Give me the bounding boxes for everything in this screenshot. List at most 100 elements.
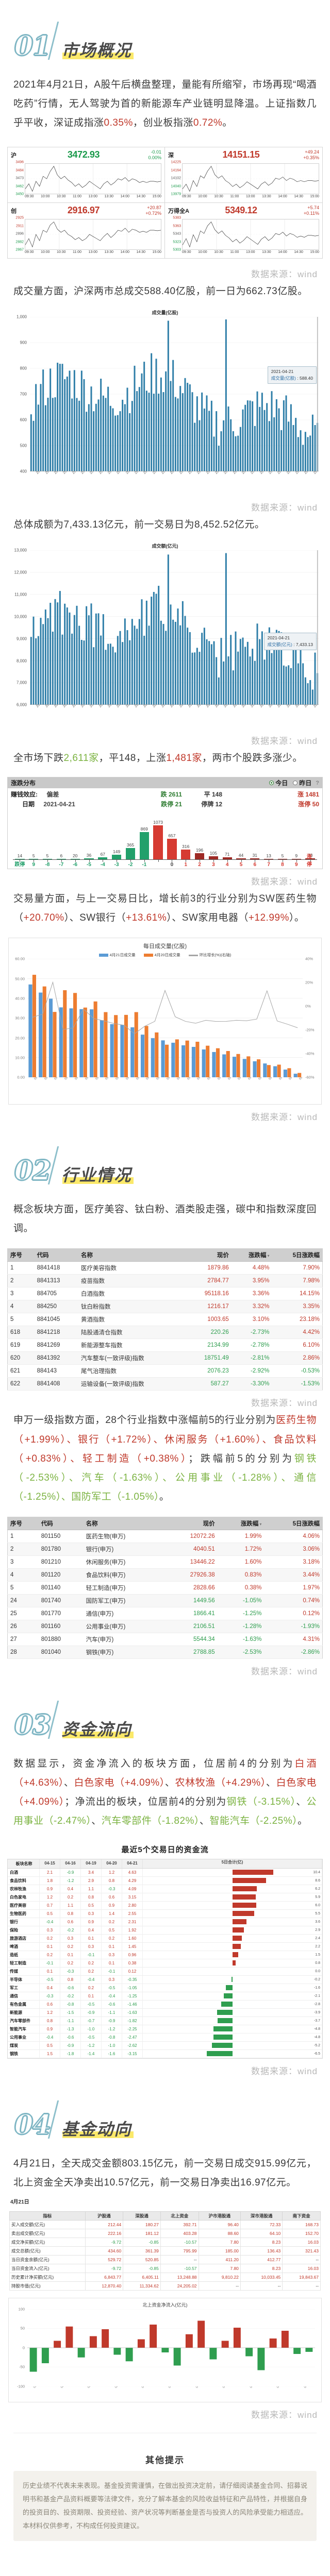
table-row[interactable]: 1 801150 医药生物(申万) 12072.26 1.99% 4.06%: [7, 1530, 323, 1543]
cell-code: 884143: [34, 1364, 78, 1378]
heat-row[interactable]: 轻工制造 -0.1 0.2 0.2 0.1 0.38 0.8: [8, 1959, 322, 1968]
heat-sector-name: 钢铁: [8, 2049, 40, 2058]
index-panel[interactable]: 万得全A 5349.12 +5.74 +0.11% 5383 5363 5343 5323 53…: [165, 203, 322, 258]
histogram-tick: [75, 859, 76, 862]
heat-row[interactable]: 智能汽车 0.9 -1.3 -1.0 -1.2 -2.25 -4.8: [8, 2025, 322, 2033]
cell-name: 新能源整车指数: [78, 1338, 185, 1352]
cell-value: 411.20: [198, 2255, 241, 2264]
cell-code: 8841045: [34, 1313, 78, 1327]
table-row[interactable]: 621 884143 尾气治理指数 2076.23 -2.92% -0.53%: [7, 1364, 323, 1378]
axis-tick-label: 3473: [15, 176, 24, 180]
heat-row[interactable]: 汽车零部件 0.8 -1.1 -0.7 -0.9 -1.82 -3.7: [8, 2016, 322, 2025]
heat-value: -0.6: [60, 2033, 81, 2041]
help-icon[interactable]: ?: [316, 779, 319, 786]
heat-row[interactable]: 啤酒 0.1 0.2 0.3 0.1 1.45 2.2: [8, 1942, 322, 1951]
heat-row[interactable]: 造纸 0.2 0.1 -0.1 0.3 0.96 1.5: [8, 1951, 322, 1959]
cell-change: -2.92%: [231, 1364, 272, 1378]
heat-header-cell: 04-16: [60, 1859, 81, 1868]
table-row[interactable]: 4 801120 食品饮料(申万) 27926.38 0.83% 3.44%: [7, 1568, 323, 1582]
table-row[interactable]: 3 884705 白酒指数 95118.16 3.36% 14.15%: [7, 1287, 323, 1301]
axis-tick-label: 7,000: [16, 680, 27, 685]
heat-row[interactable]: 生物医药 0.5 0.8 0.3 1.4 2.55 5.5: [8, 1909, 322, 1918]
heat-row[interactable]: 农林牧渔 0.9 0.4 1.1 -0.3 4.09 6.2: [8, 1885, 322, 1893]
cell-index: 3: [7, 1287, 35, 1301]
index-name: 万得全A: [168, 208, 189, 214]
table-row[interactable]: 620 8841392 汽车整车(一致评级)指数 18751.49 -2.81% 2.86…: [7, 1351, 323, 1365]
axis-tick-label: -20%: [305, 1027, 315, 1032]
index-panel[interactable]: 沪 3472.93 -0.01 0.00% 3496 3484 3473 3462 3450 09…: [8, 147, 165, 204]
heat-row[interactable]: 通信 -0.3 -0.2 0.1 -0.4 -1.25 -2.1: [8, 1992, 322, 2001]
heat-row[interactable]: 钢铁 1.5 -1.8 -1.4 -1.6 -3.15 -6.5: [8, 2049, 322, 2058]
heat-value: -0.9: [60, 2041, 81, 2049]
table-header-cell[interactable]: 涨跌幅 ▾: [231, 1248, 272, 1262]
table-row[interactable]: 24 801740 国防军工(申万) 1449.56 -1.05% 0.74%: [7, 1594, 323, 1607]
heat-value: -0.6: [60, 1984, 81, 1992]
cell-change: 0.83%: [217, 1568, 265, 1582]
cell-name: 运输设备(一致评级)指数: [78, 1377, 185, 1391]
table-row[interactable]: 622 8841408 运输设备(一致评级)指数 587.27 -3.30% -1.53%: [7, 1377, 323, 1391]
table-row[interactable]: 2 8841313 疫苗指数 2784.77 3.95% 7.98%: [7, 1274, 323, 1288]
heat-row[interactable]: 传媒 0.1 -0.3 0.2 -0.1 0.12 0.0: [8, 1967, 322, 1976]
heat-row[interactable]: 白色家电 1.2 0.2 0.8 0.6 3.15 5.9: [8, 1893, 322, 1902]
cell-change: -2.81%: [231, 1351, 272, 1365]
cell-value: 185.00: [198, 2246, 241, 2256]
histogram-label: -7: [59, 862, 64, 868]
histogram-bar: [153, 825, 163, 860]
heat-row[interactable]: 新能源 1.2 -1.5 -0.9 -1.1 -1.63 -3.9: [8, 2008, 322, 2017]
cell-index: 619: [7, 1338, 35, 1352]
cell-name: 钛白粉指数: [78, 1300, 185, 1314]
paragraph-segment: 、: [63, 1777, 74, 1788]
tips-title: 其他提示: [145, 2455, 185, 2465]
heat-row[interactable]: 煤炭 0.5 -0.9 -1.2 -1.0 -2.62 -5.2: [8, 2041, 322, 2050]
heat-row[interactable]: 银行 -0.4 0.6 0.9 0.2 2.31 3.6: [8, 1918, 322, 1926]
data-source-label: 数据来源：wind: [251, 877, 318, 887]
table-row[interactable]: 27 801880 汽车(申万) 5544.34 -1.63% 4.31%: [7, 1633, 323, 1646]
axis-tick-label: 14102: [171, 176, 181, 180]
histogram-tick: [241, 859, 242, 862]
table-row[interactable]: 4 884250 钛白粉指数 1216.17 3.32% 3.35%: [7, 1300, 323, 1314]
histogram-axis: [13, 859, 317, 860]
cell-value: -9.72: [85, 2263, 124, 2273]
table-row[interactable]: 26 801160 公用事业(申万) 2106.51 -1.28% -1.93%: [7, 1620, 323, 1633]
heat-bar-positive: [232, 1903, 256, 1908]
heat-row[interactable]: 军工 0.4 -0.6 0.2 -0.5 -1.05 -1.6: [8, 1984, 322, 1992]
axis-tick-label: 2021-04-21: [313, 471, 319, 475]
index-panel[interactable]: 创 2916.97 +20.87 +0.72% 2925 2911 2896 2882 2867…: [8, 203, 165, 259]
table-header-cell[interactable]: 5日涨跌幅: [264, 1517, 323, 1530]
heat-value: -1.5: [60, 2008, 81, 2016]
index-panel[interactable]: 深 14151.15 +49.24 +0.35% 14225 14164 14102 1404…: [165, 147, 322, 204]
axis-tick-label: 11:00: [73, 195, 81, 199]
table-row[interactable]: 2 801780 银行(申万) 4040.51 1.72% 3.06%: [7, 1543, 323, 1556]
cell-code: 8841392: [34, 1351, 78, 1365]
table-header-cell[interactable]: 涨跌幅 ▾: [217, 1517, 265, 1530]
radio-yesterday[interactable]: 昨日: [293, 778, 311, 787]
heat-row[interactable]: 公用事业 -0.4 -0.6 -0.5 -0.8 -2.47 -4.8: [8, 2033, 322, 2042]
heat-row[interactable]: 有色金属 0.6 -0.8 -0.5 -0.6 -1.46 -2.8: [8, 2000, 322, 2009]
northbound-x-axis: 03-22 03-24 03-26 03-30 04-01 04-06 04-08 04-12…: [27, 2386, 315, 2402]
heat-row[interactable]: 旅游酒店 0.2 0.3 0.1 0.2 1.60 2.4: [8, 1934, 322, 1943]
table-row[interactable]: 1 8841418 医疗美容指数 1879.86 4.48% 7.90%: [7, 1261, 323, 1275]
table-row[interactable]: 28 801040 钢铁(申万) 2788.85 -2.53% -2.86%: [7, 1646, 323, 1659]
table-row[interactable]: 619 8841269 新能源整车指数 2134.99 -2.78% 6.10%: [7, 1338, 323, 1352]
table-row[interactable]: 618 8841218 陆股通清仓指数 220.26 -2.73% 4.42%: [7, 1326, 323, 1340]
heat-row[interactable]: 保险 0.3 -0.2 0.4 0.5 1.92 2.9: [8, 1926, 322, 1935]
table-row[interactable]: 3 801210 休闲服务(申万) 13446.22 1.60% 3.18%: [7, 1555, 323, 1569]
heat-row[interactable]: 半导体 -0.5 0.8 -0.4 0.3 -0.35 -0.2: [8, 1975, 322, 1984]
histogram-value: 20: [72, 853, 78, 859]
heat-value: -1.6: [102, 2049, 122, 2058]
paragraph-segment: 、: [164, 1777, 175, 1788]
radio-dot-icon: [269, 781, 274, 786]
heat-value: -2.62: [122, 2041, 143, 2049]
cell-value: 7.80: [198, 2237, 241, 2247]
table-row[interactable]: 5 8841045 黄酒指数 1003.65 3.10% 23.18%: [7, 1313, 323, 1327]
heat-row[interactable]: 白酒 2.1 -0.9 3.4 1.2 4.63 10.4: [8, 1868, 322, 1877]
radio-today[interactable]: 今日: [269, 778, 288, 787]
cell-index: 26: [7, 1620, 39, 1633]
table-row[interactable]: 25 801770 通信(申万) 1866.41 -1.25% 0.12%: [7, 1607, 323, 1620]
histogram-value: 33: [307, 853, 313, 858]
table-header-cell[interactable]: 5日涨跌幅: [272, 1248, 323, 1262]
table-row[interactable]: 5 801140 轻工制造(申万) 2828.66 0.38% 1.97%: [7, 1581, 323, 1595]
paragraph-segment: 2021年4月21日，A股午后横盘整理，量能有所缩窄，市场再现“喝酒吃药”行情，…: [13, 79, 317, 129]
heat-row[interactable]: 医疗美容 0.7 1.1 0.5 0.9 2.80 6.0: [8, 1901, 322, 1910]
heat-row[interactable]: 食品饮料 1.8 -1.2 2.9 0.8 4.29 8.6: [8, 1876, 322, 1885]
